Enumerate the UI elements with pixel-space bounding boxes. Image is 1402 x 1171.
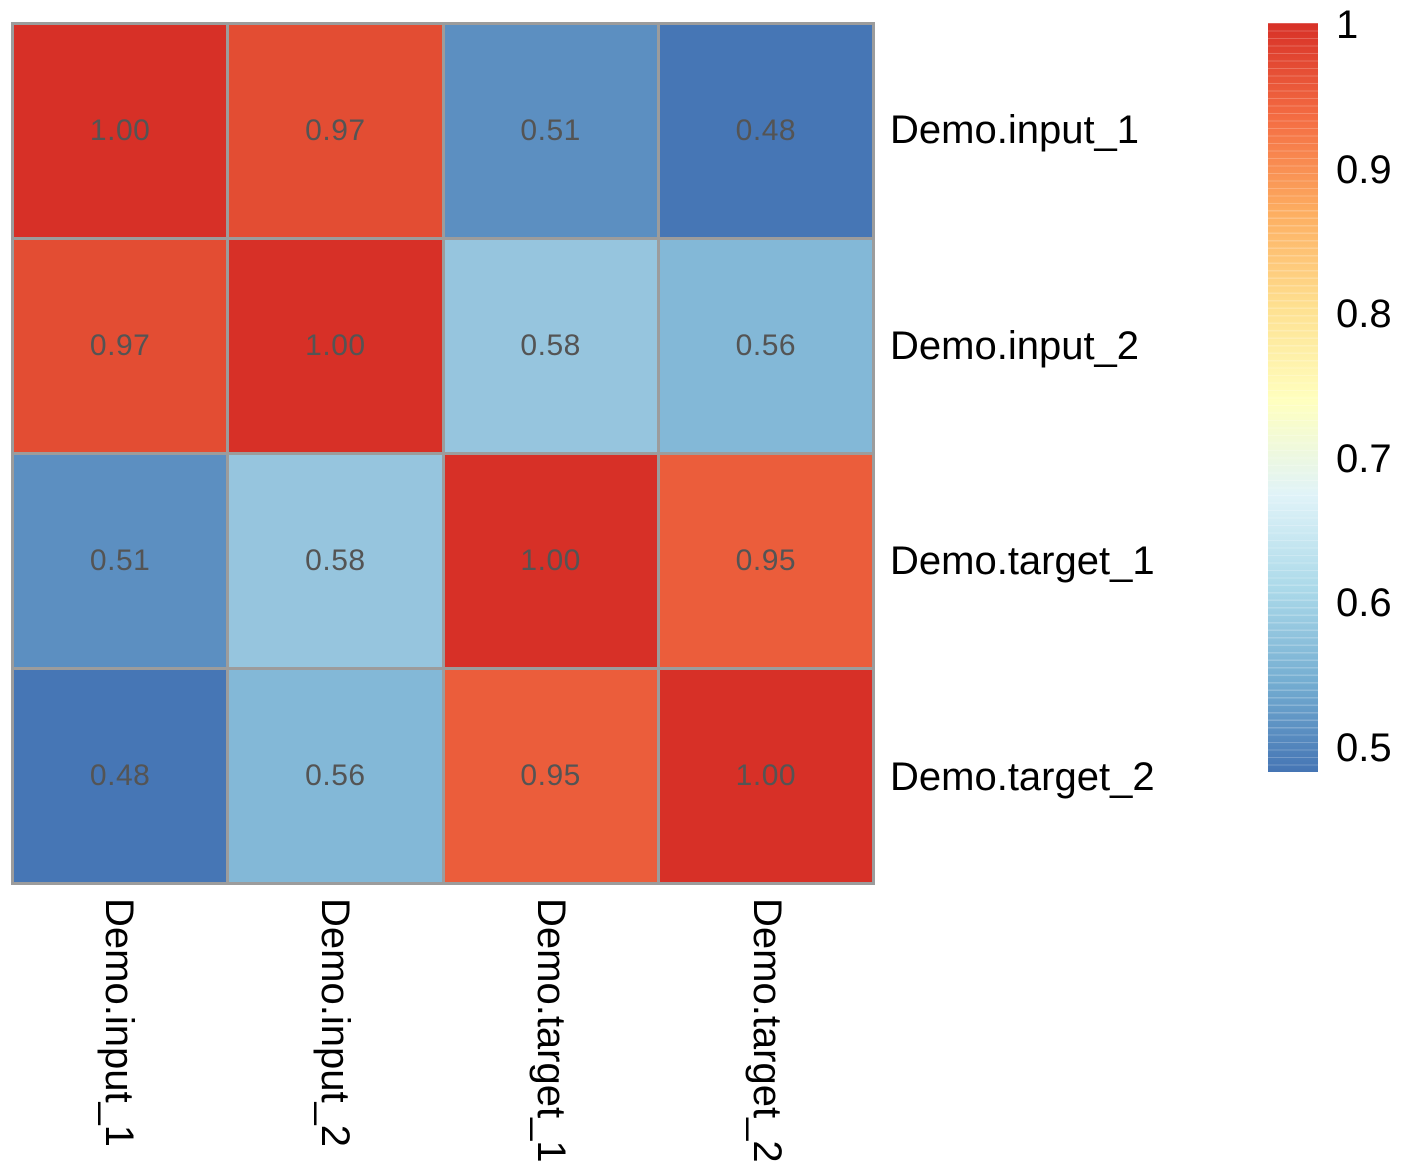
row-label: Demo.input_1	[890, 107, 1140, 152]
heatmap-cell: 0.51	[444, 25, 657, 237]
row-label: Demo.target_1	[890, 539, 1155, 584]
cell-value: 0.48	[89, 759, 151, 792]
colorbar-tick-label: 0.7	[1336, 436, 1392, 481]
colorbar-tick-label: 0.6	[1336, 581, 1392, 626]
heatmap-cell: 0.56	[229, 670, 442, 882]
colorbar-tick-label: 0.5	[1336, 725, 1392, 770]
heatmap-cell: 1.00	[14, 25, 227, 237]
cell-value: 1.00	[735, 759, 797, 792]
col-label: Demo.input_2	[313, 898, 357, 1148]
cell-value: 0.95	[735, 544, 797, 577]
heatmap-cell: 0.97	[14, 240, 227, 452]
heatmap-cell: 0.51	[14, 455, 227, 667]
heatmap-cell: 0.48	[14, 670, 227, 882]
heatmap-cell: 0.95	[444, 670, 657, 882]
heatmap-cell: 1.00	[229, 240, 442, 452]
heatmap-cell: 0.58	[444, 240, 657, 452]
cell-value: 0.58	[305, 544, 366, 577]
heatmap-cell: 0.58	[229, 455, 442, 667]
cell-value: 0.51	[520, 114, 581, 147]
cell-value: 0.58	[520, 329, 581, 362]
cell-value: 0.97	[89, 329, 151, 362]
colorbar-gradient	[1268, 23, 1318, 772]
heatmap-cell: 0.56	[659, 240, 872, 452]
cell-value: 0.51	[89, 544, 151, 577]
cell-value: 1.00	[89, 114, 151, 147]
heatmap-cell: 1.00	[659, 670, 872, 882]
cell-value: 0.56	[735, 329, 797, 362]
heatmap-cell: 0.97	[229, 25, 442, 237]
cell-value: 0.97	[305, 114, 366, 147]
cell-value: 1.00	[305, 329, 366, 362]
heatmap-cell: 1.00	[444, 455, 657, 667]
cell-value: 0.48	[735, 114, 797, 147]
cell-value: 0.95	[520, 759, 581, 792]
cell-value: 0.56	[305, 759, 366, 792]
col-label: Demo.target_1	[529, 898, 573, 1163]
colorbar-tick-label: 0.8	[1336, 292, 1392, 337]
cell-value: 1.00	[520, 544, 581, 577]
col-label: Demo.target_2	[745, 898, 789, 1163]
heatmap-cell: 0.95	[659, 455, 872, 667]
heatmap-cell: 0.48	[659, 25, 872, 237]
colorbar-tick-label: 1	[1336, 3, 1359, 47]
col-label: Demo.input_1	[97, 898, 141, 1148]
row-label: Demo.target_2	[890, 755, 1155, 800]
heatmap-grid: 1.00 0.97 0.51 0.48 0.97 1.00 0.58 0.56 0.51 0.58…	[11, 22, 875, 885]
colorbar-tick-label: 0.9	[1336, 147, 1392, 192]
row-label: Demo.input_2	[890, 323, 1140, 368]
